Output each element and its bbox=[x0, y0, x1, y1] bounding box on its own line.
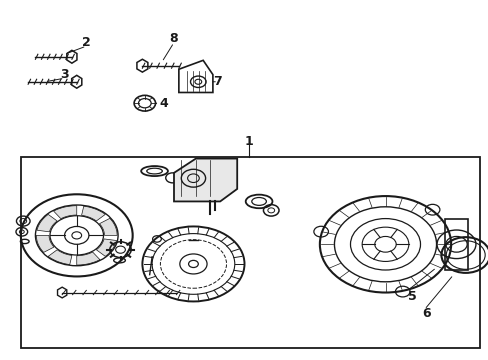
Text: 7: 7 bbox=[213, 75, 222, 88]
Text: 3: 3 bbox=[60, 68, 69, 81]
Text: 8: 8 bbox=[169, 32, 178, 45]
Polygon shape bbox=[77, 252, 100, 265]
Bar bbox=[21, 157, 479, 348]
Polygon shape bbox=[81, 206, 105, 221]
Text: 2: 2 bbox=[82, 36, 91, 49]
Text: 6: 6 bbox=[422, 307, 430, 320]
Polygon shape bbox=[37, 215, 57, 232]
Text: 4: 4 bbox=[160, 97, 168, 110]
Polygon shape bbox=[99, 219, 117, 235]
Polygon shape bbox=[36, 235, 54, 252]
Text: 1: 1 bbox=[244, 135, 253, 148]
Polygon shape bbox=[96, 239, 116, 256]
Polygon shape bbox=[48, 250, 72, 265]
Polygon shape bbox=[54, 206, 77, 219]
Text: 5: 5 bbox=[407, 289, 416, 303]
Circle shape bbox=[181, 169, 205, 187]
Polygon shape bbox=[174, 158, 237, 202]
